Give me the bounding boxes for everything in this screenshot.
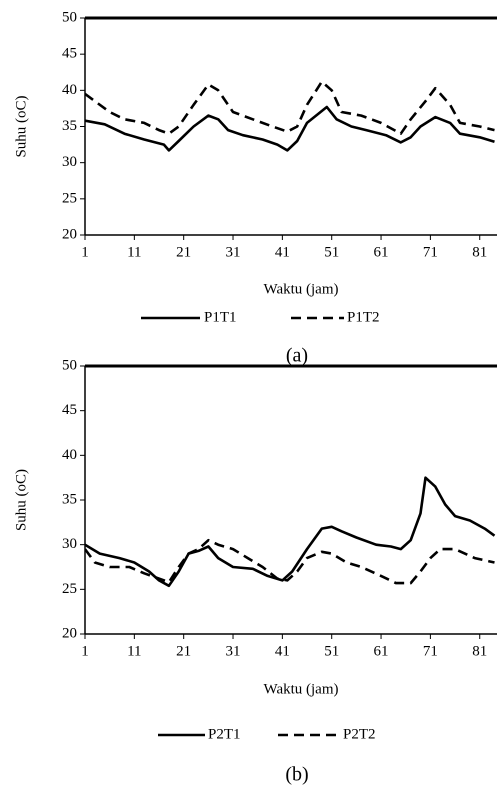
y-tick-label: 45	[62, 46, 77, 62]
y-tick-label: 20	[62, 226, 77, 242]
y-tick-label: 30	[62, 154, 77, 170]
legend-label: P1T2	[347, 309, 380, 325]
y-axis-title: Suhu (oC)	[13, 95, 29, 157]
x-tick-label: 81	[472, 244, 487, 260]
y-tick-label: 40	[62, 447, 77, 463]
y-tick-label: 20	[62, 625, 77, 641]
x-tick-label: 61	[374, 244, 389, 260]
data-line	[85, 476, 496, 588]
x-tick-label: 11	[127, 244, 141, 260]
x-tick-label: 51	[324, 244, 339, 260]
x-axis-title: Waktu (jam)	[263, 281, 338, 297]
legend-label: P1T1	[204, 309, 237, 325]
y-tick-label: 45	[62, 402, 77, 418]
x-tick-label: 81	[472, 643, 487, 659]
legend-label: P2T2	[343, 726, 376, 742]
y-tick-label: 30	[62, 536, 77, 552]
x-tick-label: 21	[176, 244, 191, 260]
y-tick-label: 35	[62, 491, 77, 507]
x-tick-label: 11	[127, 643, 141, 659]
x-tick-label: 71	[423, 643, 438, 659]
x-tick-label: 71	[423, 244, 438, 260]
x-tick-label: 21	[176, 643, 191, 659]
y-tick-label: 25	[62, 190, 77, 206]
x-tick-label: 51	[324, 643, 339, 659]
x-tick-label: 41	[275, 244, 290, 260]
x-tick-label: 1	[81, 244, 89, 260]
data-line	[85, 538, 495, 585]
x-tick-label: 1	[81, 643, 89, 659]
y-axis-title: Suhu (oC)	[13, 469, 29, 531]
data-line	[85, 80, 495, 135]
x-tick-label: 61	[374, 643, 389, 659]
y-tick-label: 50	[62, 9, 77, 25]
y-tick-label: 35	[62, 118, 77, 134]
x-axis-title: Waktu (jam)	[263, 681, 338, 697]
legend-label: P2T1	[208, 726, 241, 742]
x-tick-label: 31	[226, 643, 241, 659]
y-tick-label: 50	[62, 357, 77, 373]
y-tick-label: 40	[62, 82, 77, 98]
panel-label: (a)	[286, 345, 308, 367]
x-tick-label: 41	[275, 643, 290, 659]
panel-label: (b)	[285, 764, 308, 786]
data-line	[85, 105, 495, 152]
y-tick-label: 25	[62, 581, 77, 597]
x-tick-label: 31	[226, 244, 241, 260]
